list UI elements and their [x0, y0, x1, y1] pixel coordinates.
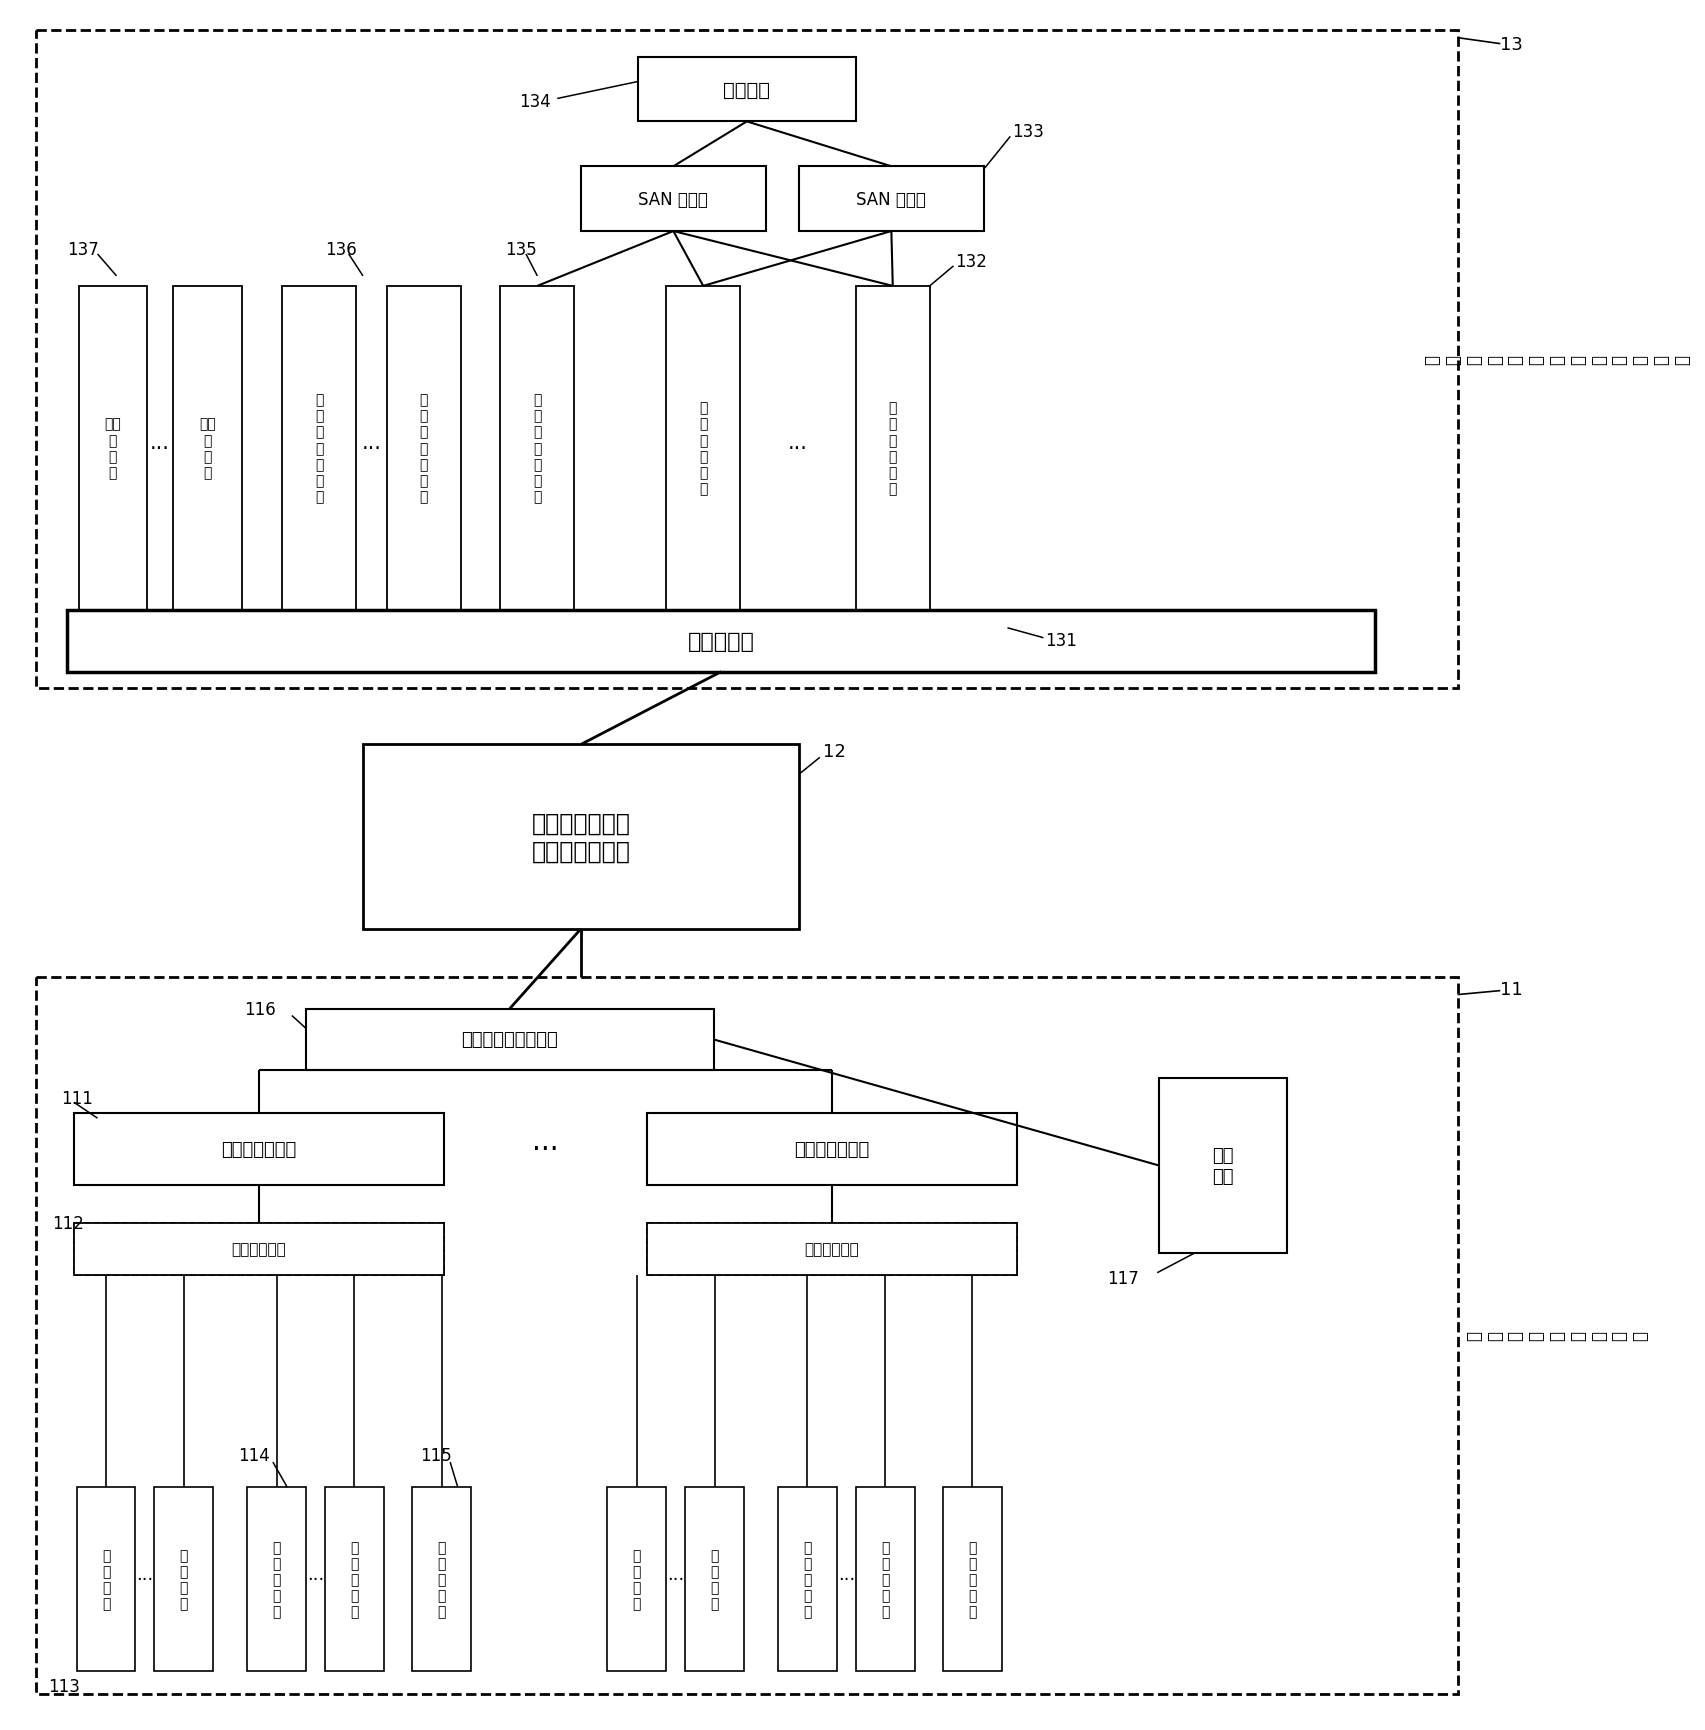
Text: 13: 13 [1500, 36, 1523, 54]
Bar [283, 287, 356, 611]
Text: 抹
牌
摄
像
机: 抹 牌 摄 像 机 [273, 1540, 281, 1619]
Text: ···: ··· [150, 439, 170, 458]
Bar [326, 1488, 384, 1671]
Bar [607, 1488, 667, 1671]
Bar [500, 287, 575, 611]
Text: 136: 136 [326, 240, 356, 260]
Bar [36, 977, 1458, 1694]
Bar [943, 1488, 1003, 1671]
Bar [247, 1488, 307, 1671]
Text: ···: ··· [788, 439, 808, 458]
Text: 112: 112 [53, 1214, 84, 1232]
Text: 供电
单元: 供电 单元 [1212, 1147, 1234, 1185]
Bar [387, 287, 460, 611]
Bar [73, 1223, 443, 1275]
Text: 多端口以太网光端机: 多端口以太网光端机 [462, 1031, 558, 1048]
Text: 131: 131 [1045, 631, 1078, 649]
Text: 135: 135 [505, 240, 537, 260]
Bar [1159, 1080, 1287, 1253]
Bar [307, 1009, 714, 1071]
Text: 计算
机
终
端: 计算 机 终 端 [199, 417, 217, 479]
Bar [856, 287, 929, 611]
Bar [648, 1223, 1016, 1275]
Text: 磁盘阵列: 磁盘阵列 [723, 81, 771, 99]
Text: 主干交换机: 主干交换机 [687, 631, 755, 650]
Bar [581, 168, 766, 232]
Text: 数
据
库
服
务
器: 数 据 库 服 务 器 [699, 401, 708, 497]
Bar [73, 1223, 443, 1275]
Text: 114: 114 [237, 1446, 269, 1464]
Text: 11: 11 [1500, 979, 1523, 998]
Text: 111: 111 [61, 1090, 94, 1107]
Text: 抹
牌
摄
像
机: 抹 牌 摄 像 机 [350, 1540, 358, 1619]
Text: 数
据
库
服
务
器: 数 据 库 服 务 器 [888, 401, 897, 497]
Bar [648, 1223, 1016, 1275]
Text: 133: 133 [1013, 123, 1043, 142]
Bar [413, 1488, 471, 1671]
Text: 抹
牌
摄
像
机: 抹 牌 摄 像 机 [881, 1540, 890, 1619]
Bar [856, 1488, 914, 1671]
Text: 环
形
线
圈: 环 形 线 圈 [179, 1548, 188, 1611]
Text: 全
景
摄
像
机: 全 景 摄 像 机 [968, 1540, 977, 1619]
Text: ···: ··· [837, 1571, 854, 1588]
Text: 车牌识别控制器: 车牌识别控制器 [795, 1140, 870, 1159]
Bar [667, 287, 740, 611]
Text: 117: 117 [1107, 1268, 1139, 1287]
Text: 车辆检测单元: 车辆检测单元 [232, 1242, 286, 1256]
Text: 134: 134 [520, 93, 551, 111]
Text: 数
据
应
用
服
务
器: 数 据 应 用 服 务 器 [419, 393, 428, 503]
Text: 路边通信子系统
（光纤通信网）: 路边通信子系统 （光纤通信网） [532, 811, 631, 863]
Bar [78, 287, 147, 611]
Text: ···: ··· [307, 1571, 324, 1588]
Text: 环
形
线
圈: 环 形 线 圈 [102, 1548, 111, 1611]
Text: 抹
牌
摄
像
机: 抹 牌 摄 像 机 [803, 1540, 812, 1619]
Bar [73, 1114, 443, 1185]
Text: 113: 113 [48, 1678, 80, 1695]
Text: ···: ··· [136, 1571, 153, 1588]
Text: SAN 交换机: SAN 交换机 [856, 190, 926, 209]
Bar [648, 1114, 1016, 1185]
Text: 环
形
线
圈: 环 形 线 圈 [711, 1548, 720, 1611]
Text: 环
形
线
圈: 环 形 线 圈 [633, 1548, 641, 1611]
Text: ···: ··· [667, 1571, 684, 1588]
Bar [777, 1488, 837, 1671]
Text: 计算
机
终
端: 计算 机 终 端 [104, 417, 121, 479]
Bar [36, 31, 1458, 689]
Bar [66, 611, 1376, 673]
Bar [174, 287, 242, 611]
Text: 车牌识别控制器: 车牌识别控制器 [222, 1140, 297, 1159]
Text: 全
景
摄
像
机: 全 景 摄 像 机 [438, 1540, 445, 1619]
Text: 116: 116 [244, 1000, 276, 1017]
Text: 数
据
传
输
服
务
器: 数 据 传 输 服 务 器 [534, 393, 542, 503]
Text: 132: 132 [955, 253, 987, 272]
Text: 路
边
数
据
采
集
子
系
统: 路 边 数 据 采 集 子 系 统 [1465, 1330, 1649, 1341]
Text: ···: ··· [361, 439, 382, 458]
Text: SAN 交换机: SAN 交换机 [638, 190, 708, 209]
Text: 车
牌
识
别
采
集
处
理
平
台
子
系
统: 车 牌 识 别 采 集 处 理 平 台 子 系 统 [1424, 355, 1691, 365]
Bar [363, 746, 800, 929]
Text: 数
据
应
用
服
务
器: 数 据 应 用 服 务 器 [315, 393, 324, 503]
Text: ···: ··· [532, 1135, 559, 1163]
Text: 115: 115 [419, 1446, 452, 1464]
Bar [77, 1488, 135, 1671]
Bar [800, 168, 984, 232]
Bar [685, 1488, 743, 1671]
Text: 车辆检测单元: 车辆检测单元 [805, 1242, 859, 1256]
Bar [638, 57, 856, 123]
Text: 12: 12 [822, 742, 846, 761]
Text: 137: 137 [66, 240, 99, 260]
Bar [155, 1488, 213, 1671]
